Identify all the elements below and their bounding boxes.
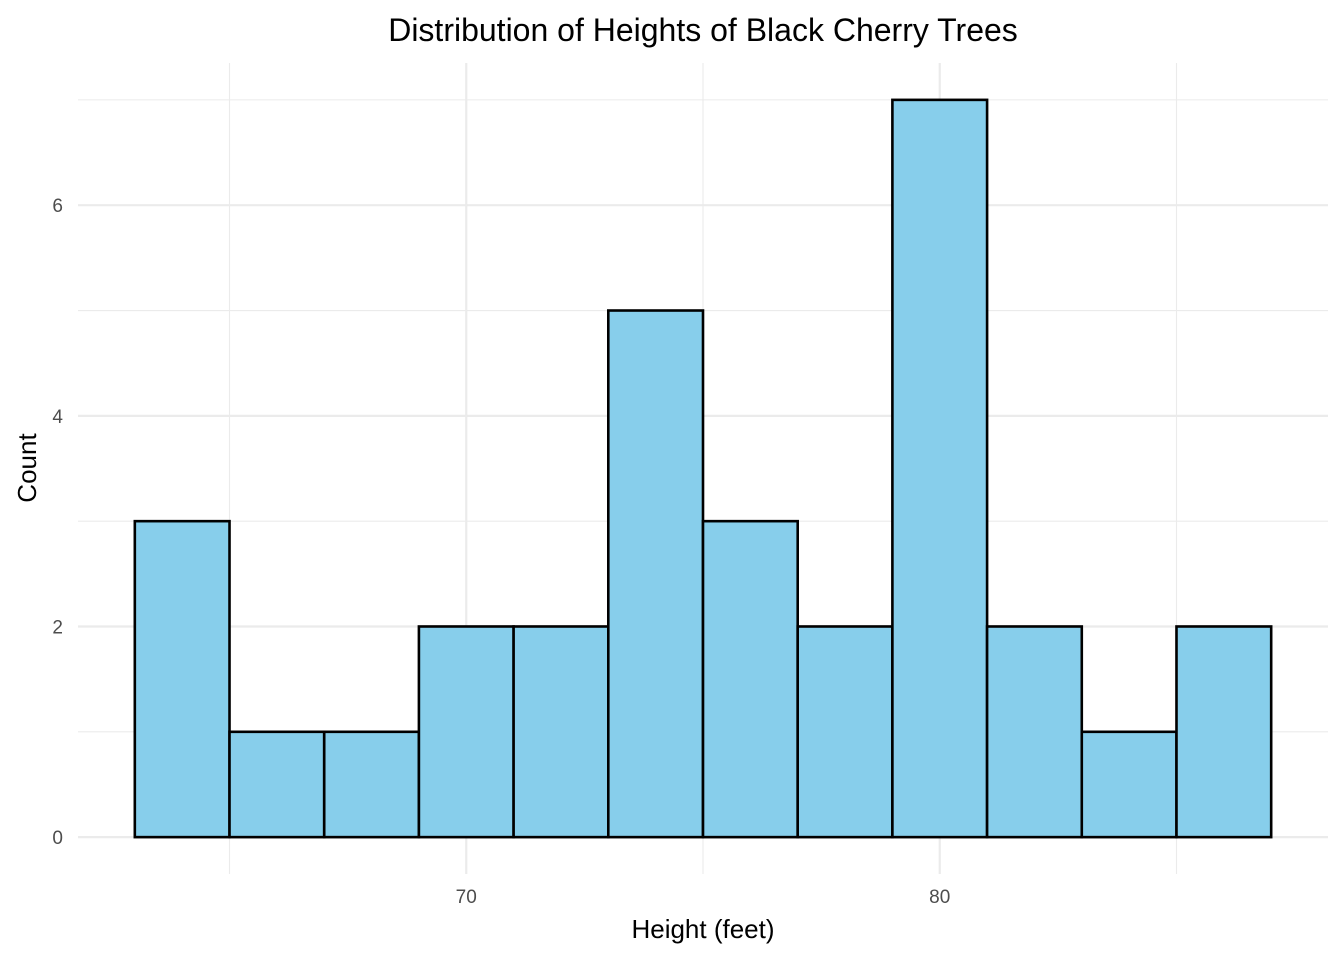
bars-layer <box>133 98 1273 839</box>
y-axis-tick-labels: 0 2 4 6 <box>52 196 63 849</box>
histogram-bar <box>133 519 231 839</box>
histogram-bar <box>1175 625 1273 839</box>
histogram-bar <box>891 98 989 839</box>
x-axis-title: Height (feet) <box>631 914 774 944</box>
histogram-bar <box>796 625 894 839</box>
histogram-bar <box>228 730 326 839</box>
y-tick-label: 0 <box>52 828 63 849</box>
histogram-bar <box>417 625 515 839</box>
histogram-bar <box>985 625 1084 839</box>
y-axis-title: Count <box>12 433 42 503</box>
histogram-bar <box>322 730 421 839</box>
y-tick-label: 6 <box>52 196 63 217</box>
chart-title: Distribution of Heights of Black Cherry … <box>388 12 1018 48</box>
x-tick-label: 70 <box>456 887 477 908</box>
histogram-bar <box>701 519 799 839</box>
y-tick-label: 4 <box>52 407 63 428</box>
x-tick-label: 80 <box>929 887 950 908</box>
x-axis-tick-labels: 70 80 <box>456 887 951 908</box>
histogram-bar <box>1080 730 1178 839</box>
y-tick-label: 2 <box>52 617 63 638</box>
histogram-bar <box>607 309 705 839</box>
histogram-bar <box>512 625 610 839</box>
